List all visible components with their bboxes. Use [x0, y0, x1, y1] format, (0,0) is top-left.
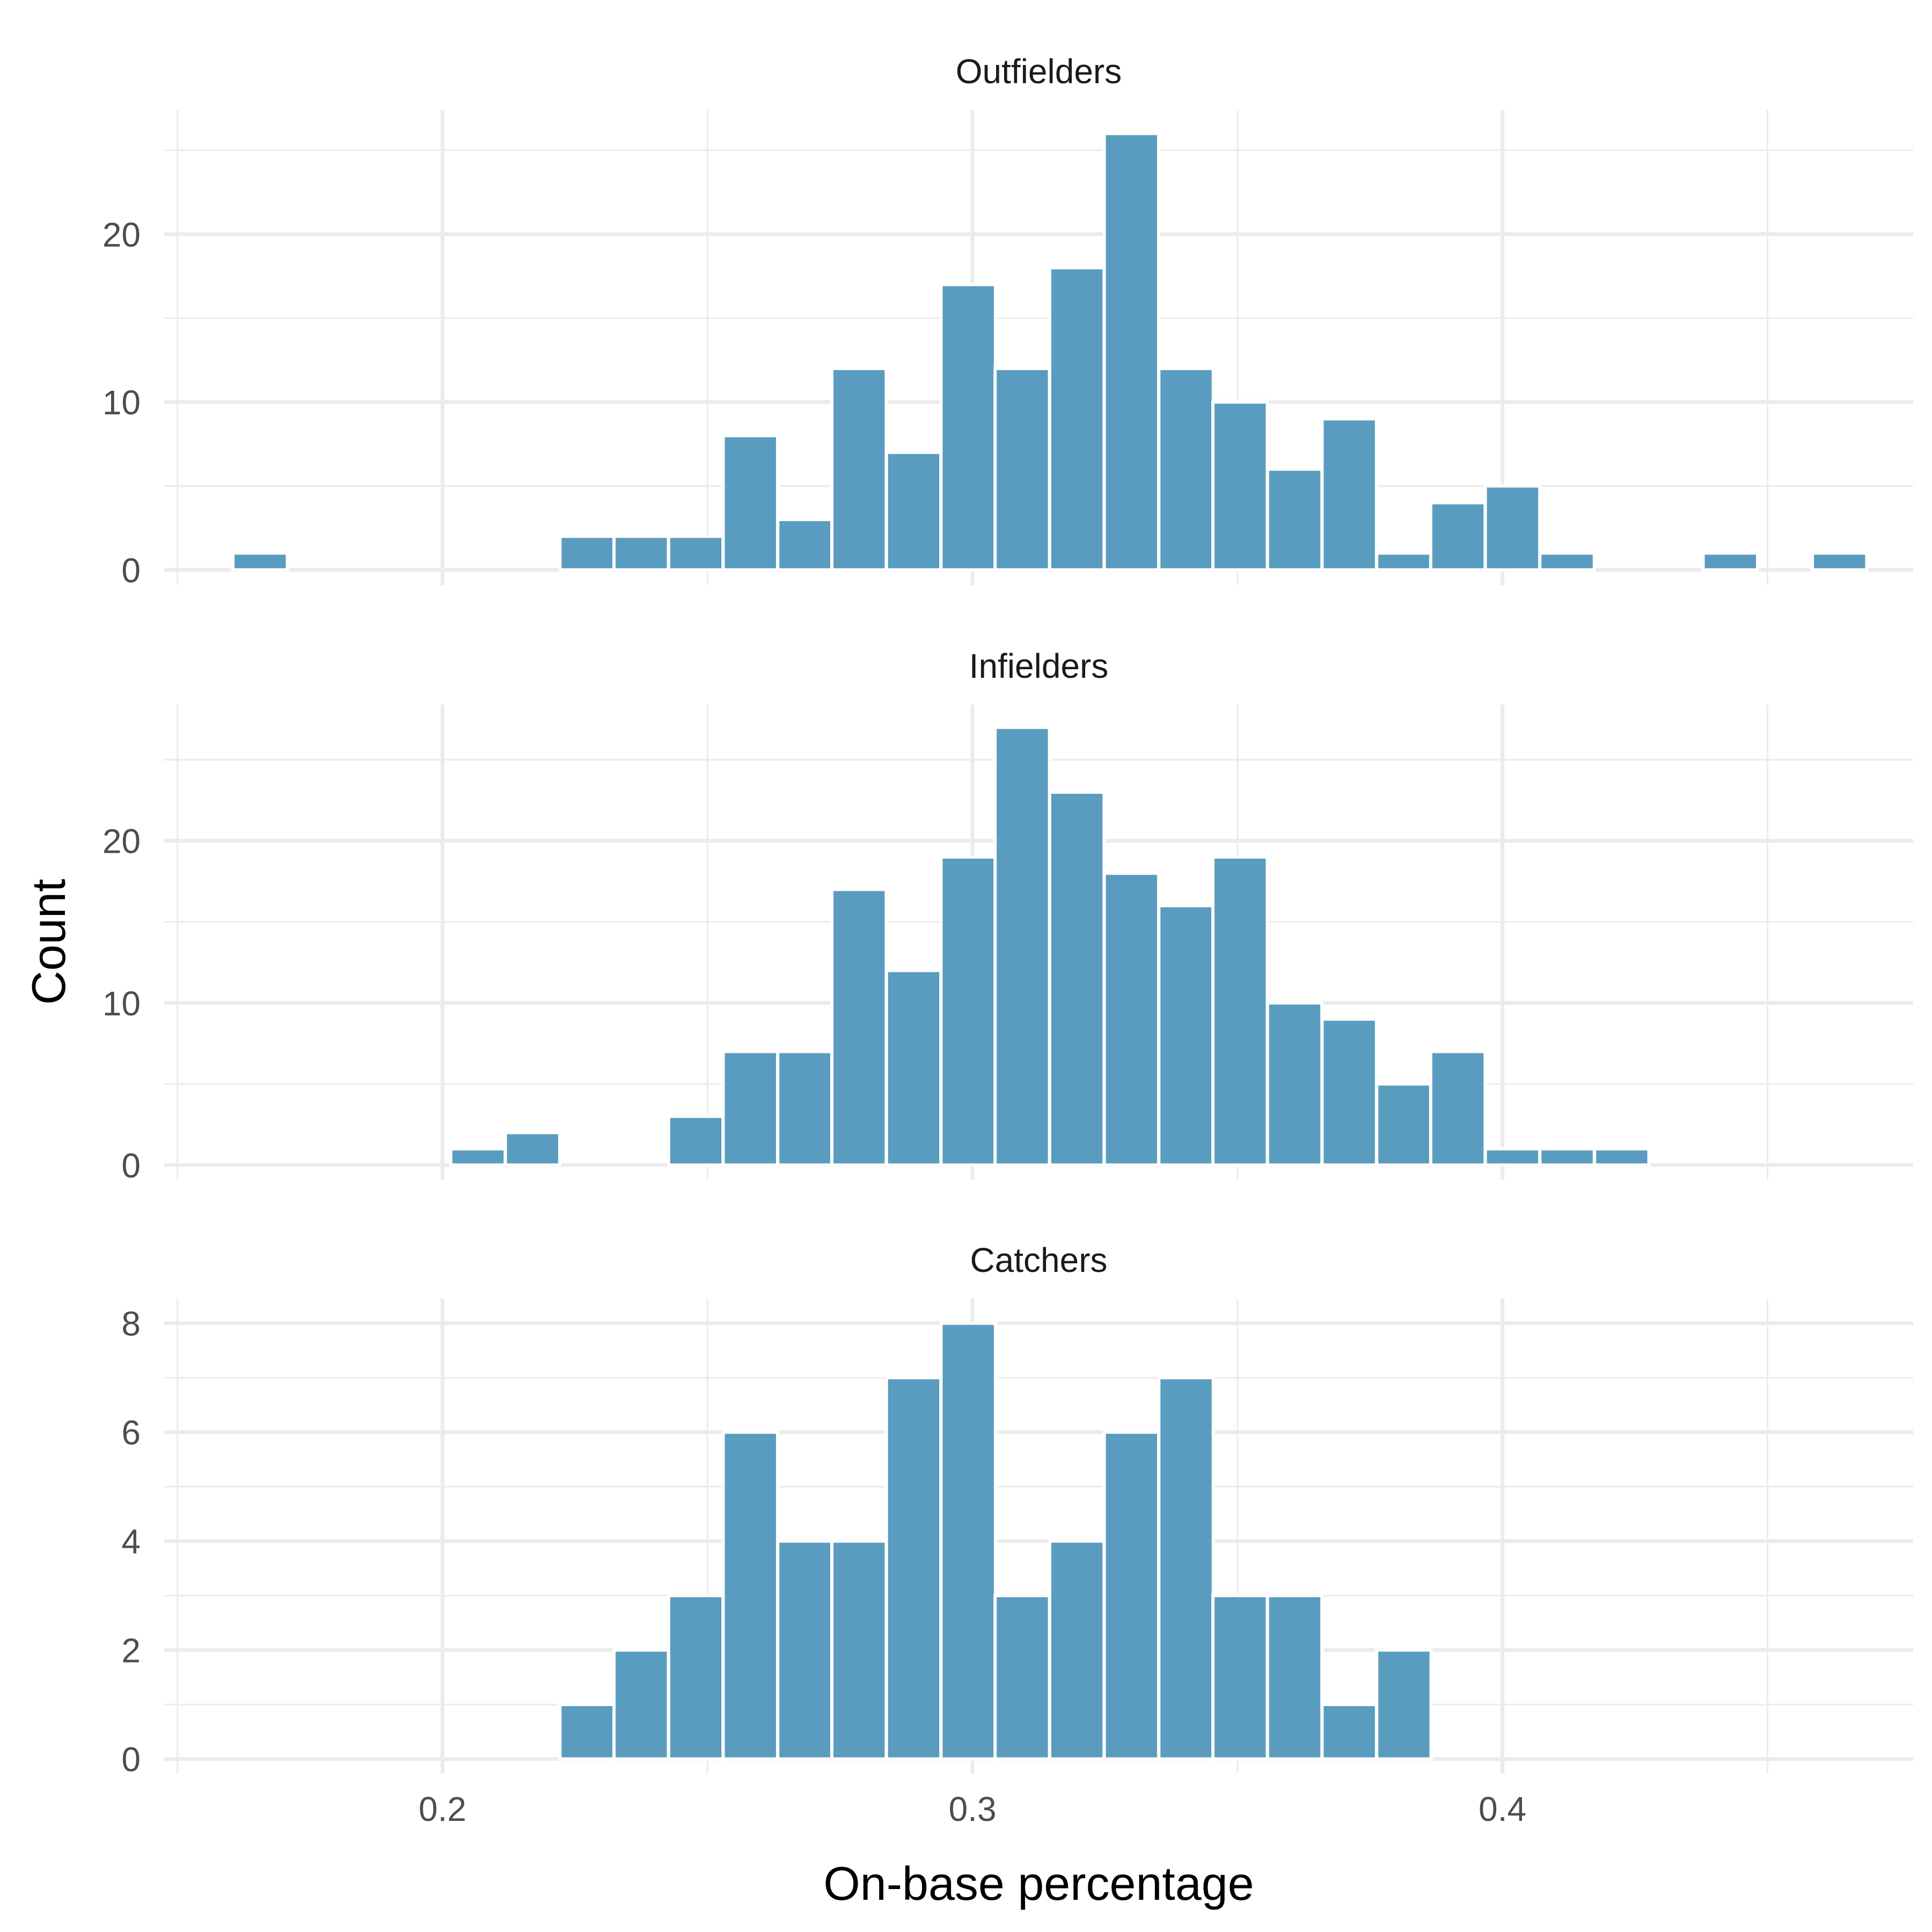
y-tick-label: 0 [121, 1740, 141, 1779]
histogram-bar [1375, 1082, 1433, 1167]
histogram-bar [939, 283, 997, 572]
histogram-bar [612, 535, 670, 572]
histogram-bar [1320, 1017, 1378, 1167]
histogram-bar [1538, 1147, 1596, 1167]
histogram-bar [1701, 551, 1759, 572]
histogram-bar [1157, 1376, 1215, 1761]
histogram-bar [1211, 855, 1269, 1167]
x-tick-label: 0.3 [949, 1790, 997, 1828]
histogram-bar [1320, 1703, 1378, 1761]
histogram-bar [1811, 551, 1869, 572]
panel-title: Infielders [969, 647, 1109, 685]
histogram-bar [721, 434, 779, 572]
x-axis-title: On-base percentage [823, 1857, 1254, 1910]
histogram-bar [558, 535, 616, 572]
histogram-bar [1483, 484, 1542, 572]
histogram-bar [993, 367, 1051, 572]
y-tick-label: 8 [121, 1305, 141, 1343]
y-tick-label: 20 [103, 215, 141, 254]
histogram-bar [1048, 1539, 1106, 1761]
histogram-bar [1048, 791, 1106, 1167]
y-tick-label: 2 [121, 1631, 141, 1670]
y-tick-label: 0 [121, 551, 141, 590]
histogram-bar [667, 1594, 725, 1761]
histogram-bar [1375, 1648, 1433, 1761]
histogram-bar [1429, 1050, 1487, 1167]
histogram-bar [1265, 467, 1324, 572]
histogram-bar [667, 1115, 725, 1167]
y-tick-label: 6 [121, 1414, 141, 1452]
histogram-bar [939, 855, 997, 1167]
histogram-bar [1375, 551, 1433, 572]
panel-outfielders: 0 10 20 Outfielders [103, 52, 1913, 590]
histogram-bar [884, 969, 943, 1167]
panel-title: Outfielders [956, 52, 1122, 91]
y-tick-label: 10 [103, 984, 141, 1023]
histogram-bar [667, 535, 725, 572]
panel-catchers: 0 2 4 6 8 Catchers [121, 1241, 1913, 1779]
histogram-bar [993, 726, 1051, 1167]
histogram-bar [449, 1147, 507, 1167]
histogram-bar [1102, 131, 1161, 572]
histogram-bar [884, 1376, 943, 1761]
histogram-bar [612, 1648, 670, 1761]
histogram-bar [1483, 1147, 1542, 1167]
y-axis-title: Count [22, 879, 75, 1005]
x-tick-label: 0.4 [1479, 1790, 1526, 1828]
histogram-bar [830, 367, 888, 572]
histogram-bar [1102, 872, 1161, 1167]
y-tick-label: 0 [121, 1146, 141, 1185]
histogram-bar [776, 1539, 834, 1761]
histogram-bar [1265, 1001, 1324, 1167]
histogram-bar [721, 1050, 779, 1167]
histogram-bar [939, 1321, 997, 1761]
x-tick-label: 0.2 [419, 1790, 466, 1828]
histogram-bar [231, 551, 289, 572]
panel-title: Catchers [970, 1241, 1107, 1279]
y-tick-label: 4 [121, 1523, 141, 1561]
histogram-bar [830, 1539, 888, 1761]
histogram-bar [776, 1050, 834, 1167]
histogram-bar [993, 1594, 1051, 1761]
histogram-bar [884, 450, 943, 572]
panel-infielders: 0 10 20 Infielders [103, 647, 1913, 1185]
histogram-bar [1048, 266, 1106, 572]
histogram-bar [830, 888, 888, 1167]
histogram-bar [1538, 551, 1596, 572]
histogram-bar [558, 1703, 616, 1761]
histogram-bar [1265, 1594, 1324, 1761]
histogram-bar [1429, 501, 1487, 572]
histogram-bar [1320, 417, 1378, 572]
y-tick-label: 20 [103, 822, 141, 861]
histogram-bar [776, 518, 834, 572]
histogram-bar [1102, 1430, 1161, 1761]
histogram-bar [503, 1131, 562, 1167]
histogram-bar [1157, 904, 1215, 1167]
histogram-bar [1211, 1594, 1269, 1761]
histogram-bar [721, 1430, 779, 1761]
histogram-bar [1593, 1147, 1651, 1167]
y-tick-label: 10 [103, 383, 141, 422]
histogram-bar [1157, 367, 1215, 572]
histogram-bar [1211, 400, 1269, 572]
